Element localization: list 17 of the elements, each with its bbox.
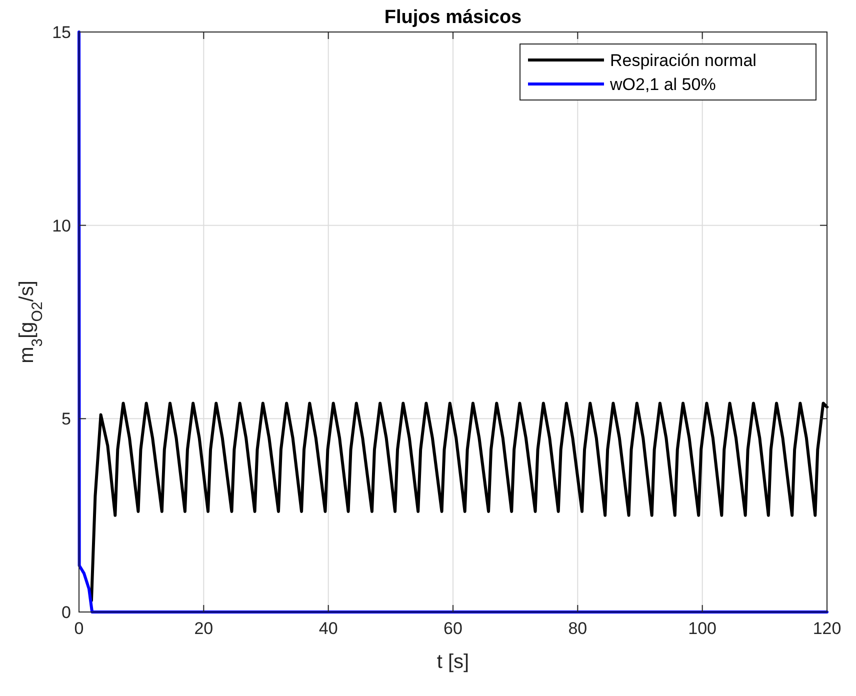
legend-label: wO2,1 al 50% bbox=[609, 75, 716, 94]
x-tick-label: 40 bbox=[318, 619, 338, 638]
x-tick-label: 80 bbox=[568, 619, 588, 638]
y-tick-label: 5 bbox=[62, 410, 71, 429]
chart-title: Flujos másicos bbox=[384, 7, 522, 28]
legend-label: Respiración normal bbox=[610, 51, 756, 70]
x-tick-label: 20 bbox=[194, 619, 214, 638]
x-tick-label: 0 bbox=[74, 619, 84, 638]
x-tick-label: 120 bbox=[812, 619, 842, 638]
line-series bbox=[90, 402, 828, 602]
x-axis-title: t [s] bbox=[436, 651, 470, 673]
y-tick-label: 15 bbox=[52, 23, 71, 42]
y-tick-label: 10 bbox=[52, 216, 71, 236]
y-tick-label: 0 bbox=[62, 603, 71, 622]
x-tick-label: 100 bbox=[688, 619, 717, 638]
x-tick-label: 60 bbox=[444, 619, 462, 638]
line-series bbox=[78, 30, 828, 614]
